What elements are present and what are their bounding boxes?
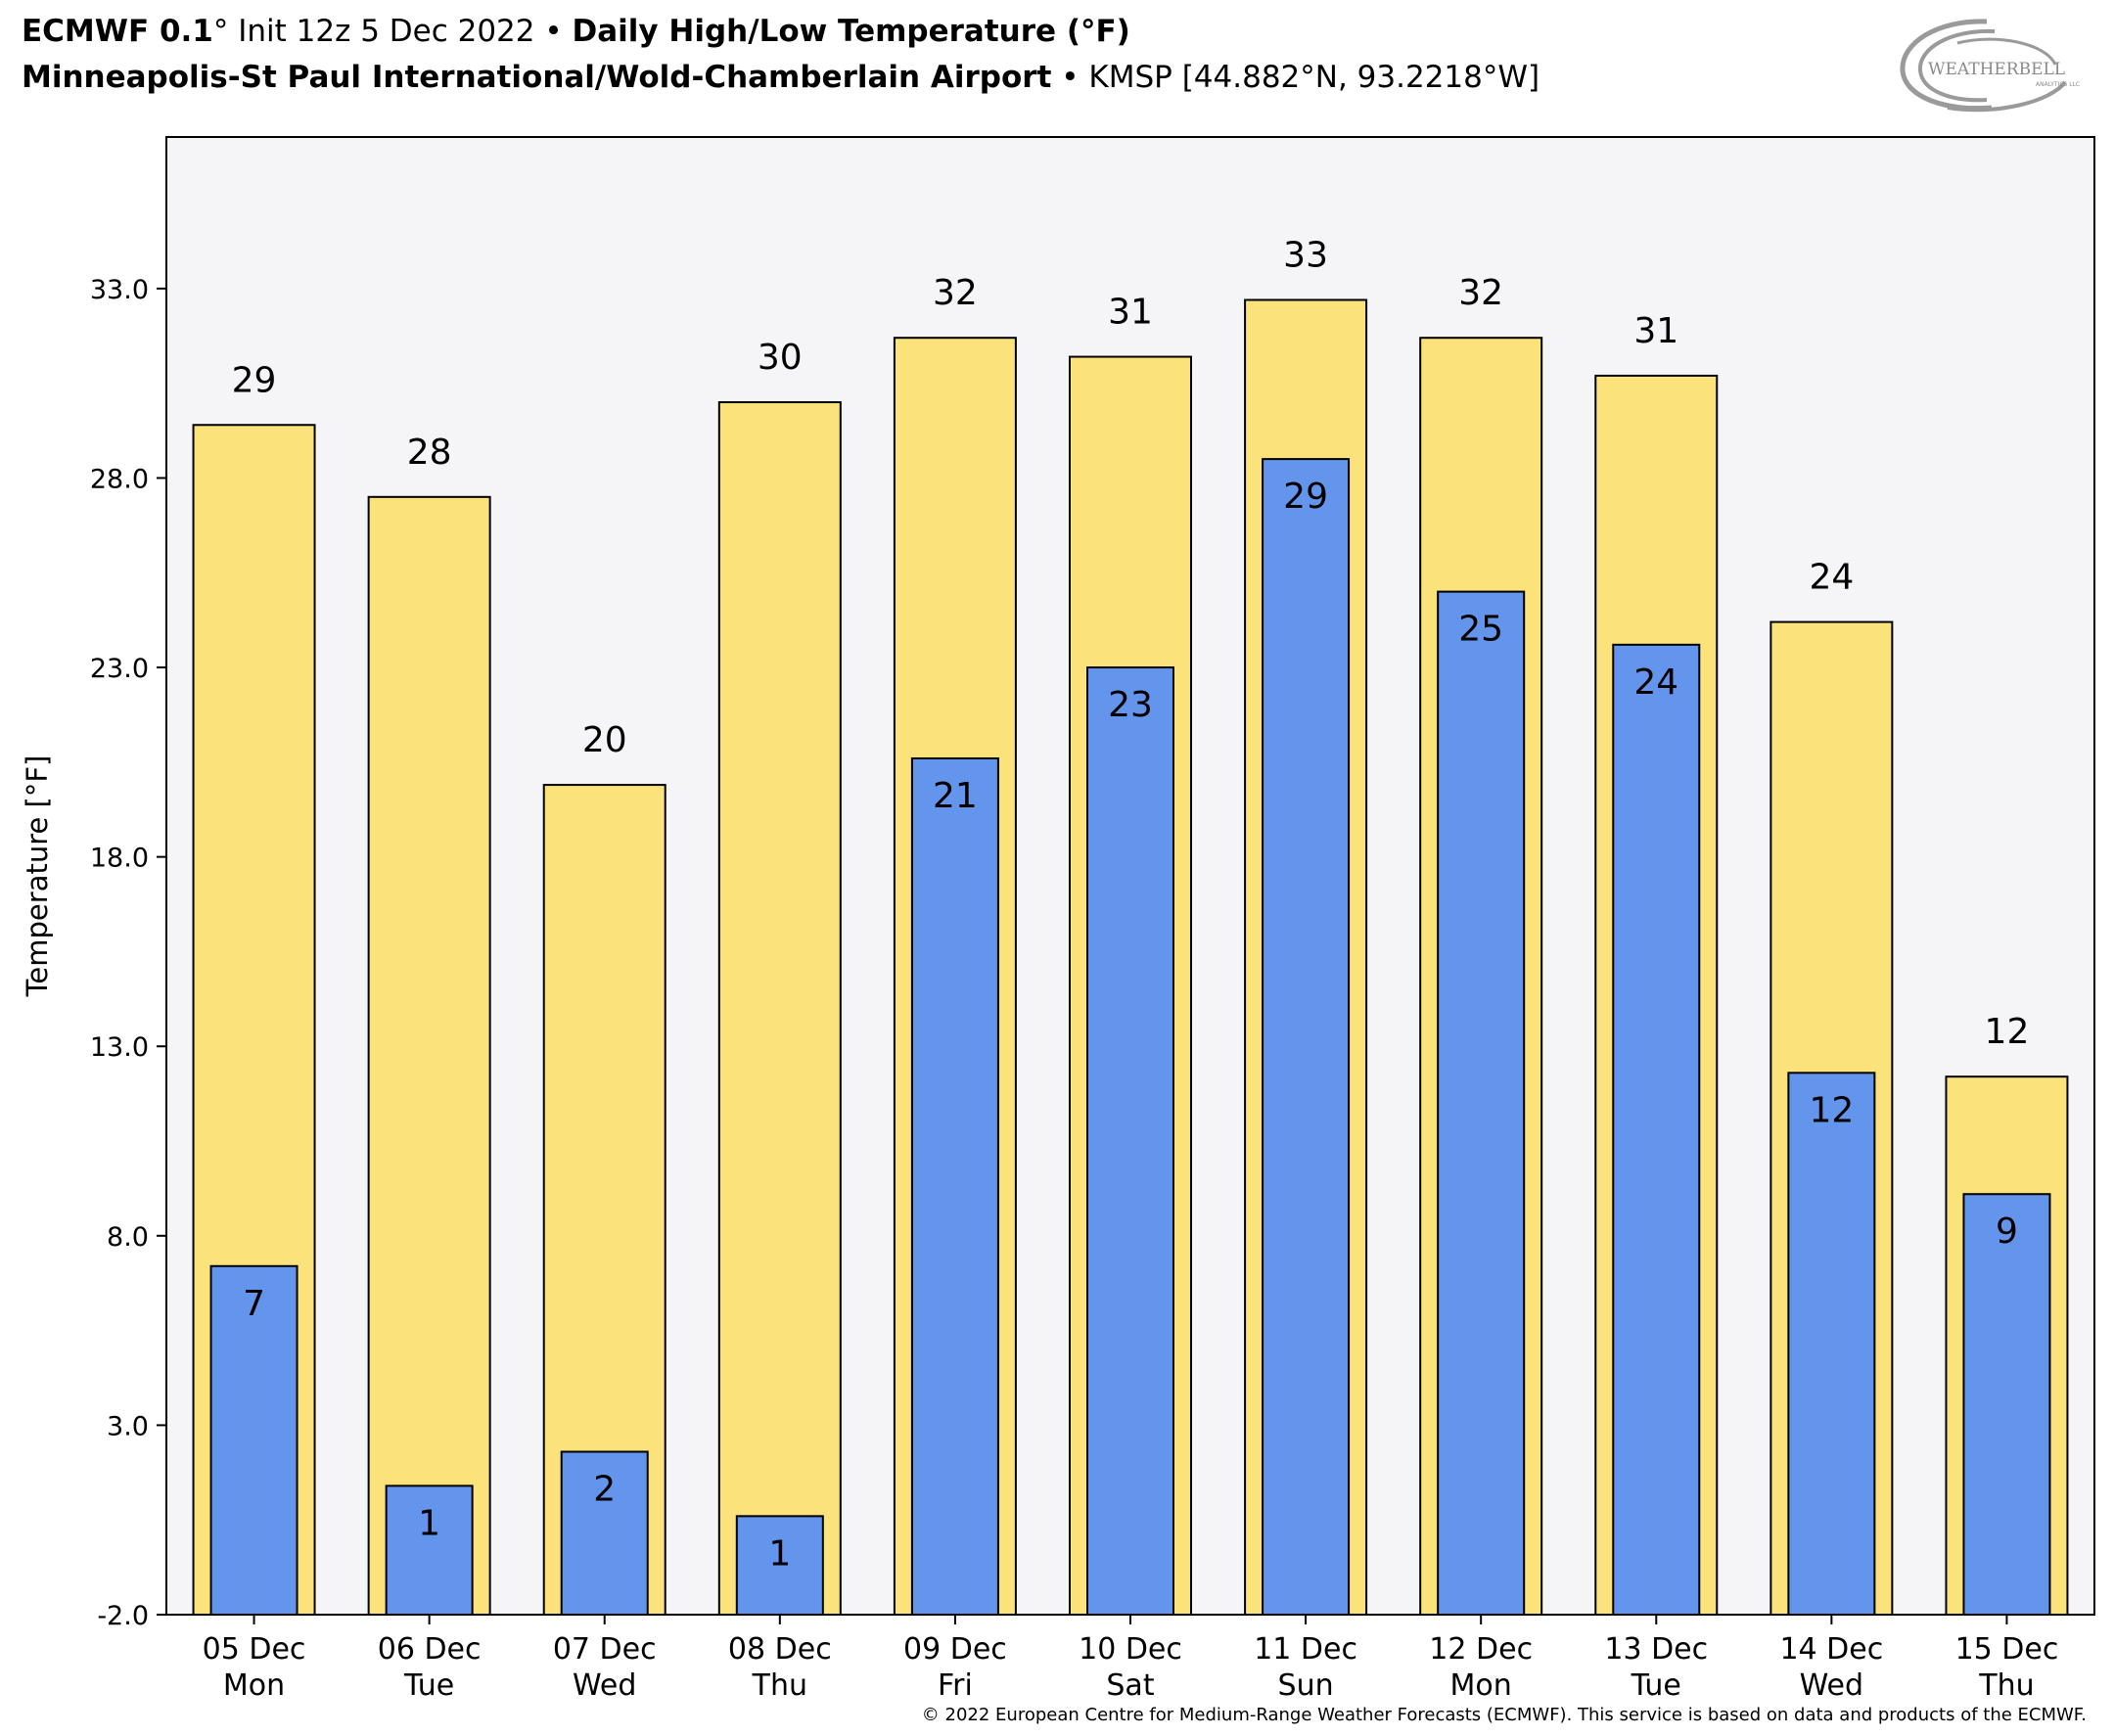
low-bar <box>1612 643 1701 1616</box>
low-value-label: 21 <box>933 776 978 816</box>
high-value-label: 32 <box>1458 273 1503 313</box>
low-value-label: 29 <box>1283 477 1328 517</box>
degree-mark: ° <box>212 14 229 49</box>
low-value-label: 23 <box>1108 685 1153 725</box>
high-value-label: 33 <box>1283 235 1328 275</box>
x-tick-label-day: Mon <box>223 1668 285 1703</box>
high-value-label: 31 <box>1108 293 1153 333</box>
low-value-label: 1 <box>768 1533 791 1574</box>
low-bar <box>1437 590 1526 1616</box>
high-value-label: 30 <box>758 338 803 378</box>
x-tick-label-date: 10 Dec <box>1079 1632 1182 1667</box>
x-tick-label-day: Fri <box>938 1668 973 1703</box>
low-value-label: 7 <box>243 1284 265 1324</box>
high-value-label: 24 <box>1809 558 1854 598</box>
weatherbell-logo: WEATHERBELL ANALYTICS LLC <box>1900 19 2080 113</box>
low-value-label: 12 <box>1809 1090 1854 1130</box>
x-tick-label-day: Sat <box>1106 1668 1154 1703</box>
low-series <box>209 458 2051 1617</box>
y-tick-label: 3.0 <box>107 1411 149 1441</box>
high-value-label: 31 <box>1633 311 1678 351</box>
chart-title: ECMWF 0.1° Init 12z 5 Dec 2022 • Daily H… <box>22 14 1130 49</box>
low-bar <box>209 1264 299 1617</box>
high-value-label: 20 <box>582 720 627 760</box>
x-tick-label-date: 12 Dec <box>1429 1632 1533 1667</box>
low-bar <box>910 756 999 1616</box>
low-value-label: 25 <box>1458 610 1503 650</box>
high-value-label: 28 <box>407 433 452 473</box>
separator: • <box>1051 60 1089 95</box>
x-tick-label-day: Tue <box>403 1668 454 1703</box>
x-tick-label-day: Thu <box>1978 1668 2034 1703</box>
x-tick-label-day: Wed <box>573 1668 636 1703</box>
low-bar <box>385 1485 474 1617</box>
x-tick-label-date: 08 Dec <box>728 1632 832 1667</box>
station-id: KMSP [44.882°N, 93.2218°W] <box>1088 60 1540 95</box>
high-value-label: 29 <box>232 360 277 400</box>
svg-text:ANALYTICS LLC: ANALYTICS LLC <box>2036 81 2080 88</box>
x-tick-label-day: Mon <box>1450 1668 1512 1703</box>
y-tick-label: 18.0 <box>90 844 149 874</box>
copyright-notice: © 2022 European Centre for Medium-Range … <box>921 1705 2087 1725</box>
x-tick-label-date: 05 Dec <box>203 1632 306 1667</box>
product-name: Daily High/Low Temperature (°F) <box>572 14 1130 49</box>
low-bar <box>735 1515 824 1617</box>
y-axis: -2.0 3.0 8.0 13.0 18.0 23.0 28.0 33.0 <box>90 275 166 1631</box>
y-tick-label: -2.0 <box>97 1601 149 1631</box>
y-tick-label: 23.0 <box>90 654 149 684</box>
x-tick-label-date: 07 Dec <box>553 1632 657 1667</box>
low-bar <box>1262 458 1351 1617</box>
x-tick-label-day: Thu <box>752 1668 807 1703</box>
y-tick-label: 28.0 <box>90 464 149 494</box>
x-tick-label-day: Tue <box>1631 1668 1681 1703</box>
station-name: Minneapolis-St Paul International/Wold-C… <box>22 60 1052 95</box>
x-tick-label-date: 15 Dec <box>1955 1632 2059 1667</box>
high-bar <box>367 495 491 1616</box>
y-tick-label: 13.0 <box>90 1032 149 1063</box>
x-tick-label-date: 09 Dec <box>903 1632 1007 1667</box>
x-tick-label-day: Sun <box>1278 1668 1334 1703</box>
low-value-label: 1 <box>418 1503 440 1543</box>
low-value-label: 9 <box>1996 1211 2018 1252</box>
x-tick-label-date: 13 Dec <box>1604 1632 1708 1667</box>
chart-subtitle: Minneapolis-St Paul International/Wold-C… <box>22 60 1540 95</box>
low-bar <box>1962 1193 2051 1616</box>
model-name: ECMWF 0.1 <box>22 14 213 49</box>
svg-text:WEATHERBELL: WEATHERBELL <box>1928 60 2065 79</box>
low-value-label: 2 <box>593 1470 616 1510</box>
low-bar <box>560 1450 649 1616</box>
low-value-label: 24 <box>1633 662 1678 703</box>
x-tick-label-date: 06 Dec <box>378 1632 482 1667</box>
high-value-label: 32 <box>933 273 978 313</box>
high-bar <box>717 401 842 1616</box>
y-tick-label: 33.0 <box>90 275 149 305</box>
low-bar <box>1086 666 1174 1616</box>
y-tick-label: 8.0 <box>107 1222 149 1253</box>
init-time: Init 12z 5 Dec 2022 <box>228 14 535 49</box>
x-tick-label-date: 14 Dec <box>1779 1632 1883 1667</box>
x-tick-label-day: Wed <box>1800 1668 1863 1703</box>
high-value-label: 12 <box>1985 1012 2030 1052</box>
y-axis-label: Temperature [°F] <box>21 755 54 998</box>
x-tick-label-date: 11 Dec <box>1254 1632 1357 1667</box>
data-labels: 29 7 28 1 20 2 30 1 32 21 31 23 33 29 32 25 31 24 24 12 12 9 <box>232 235 2030 1574</box>
separator: • <box>534 14 573 49</box>
low-bar <box>1787 1072 1876 1617</box>
